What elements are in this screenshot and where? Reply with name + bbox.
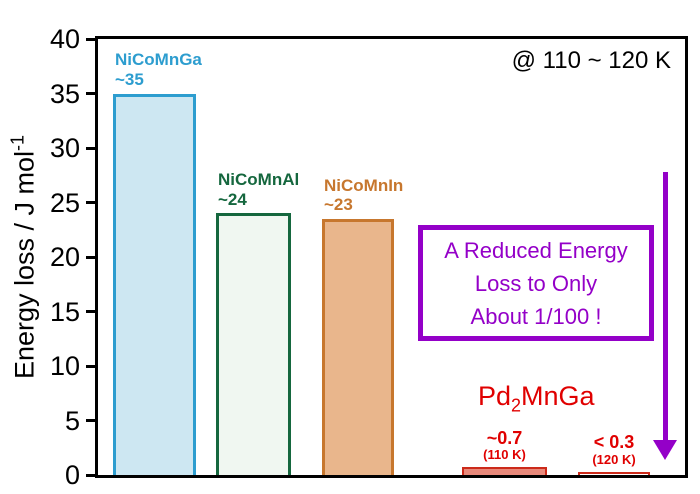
bar-nicomnga <box>113 93 196 475</box>
bar-nicomnal <box>216 213 291 475</box>
pd2mnga-series-label: Pd2MnGa <box>478 381 595 416</box>
y-tick-label-20: 20 <box>49 242 80 272</box>
y-tick-15 <box>86 310 95 313</box>
bar-label-line-2: (120 K) <box>592 451 636 467</box>
bar-label-nicomnin: NiCoMnIn ~23 <box>324 176 403 215</box>
down-arrow-shaft <box>663 172 668 442</box>
y-tick-30 <box>86 146 95 150</box>
pd2mnga-label-post: MnGa <box>521 381 595 411</box>
bar-nicomnin <box>322 218 394 475</box>
callout-line-1: A Reduced Energy <box>444 237 628 263</box>
y-tick-label-10: 10 <box>49 351 80 381</box>
bar-label-nicomnga: NiCoMnGa ~35 <box>115 50 202 89</box>
bar-label-nicomnal: NiCoMnAl ~24 <box>218 170 299 209</box>
y-tick-5 <box>86 419 95 422</box>
reduced-energy-callout-box: A Reduced Energy Loss to Only About 1/10… <box>418 225 654 341</box>
y-tick-10 <box>86 364 95 368</box>
bar-label-pd2mnga-110-k-: ~0.7 (110 K) <box>483 428 526 464</box>
y-tick-label-30: 30 <box>49 133 80 163</box>
y-tick-label-5: 5 <box>64 405 80 436</box>
callout-line-2: Loss to Only <box>474 270 598 296</box>
y-tick-label-25: 25 <box>49 187 80 218</box>
pd2mnga-label-sub: 2 <box>511 395 522 416</box>
bar-label-line-2: ~23 <box>324 195 353 215</box>
y-tick-35 <box>86 92 95 95</box>
bar-label-line-1: ~0.7 <box>486 427 523 448</box>
pd2mnga-label-pre: Pd <box>478 381 512 411</box>
bar-pd2mnga-110-k- <box>462 467 547 475</box>
temperature-annotation: @ 110 ~ 120 K <box>511 47 671 74</box>
y-tick-label-35: 35 <box>49 78 80 109</box>
bar-pd2mnga-120-k- <box>578 471 650 475</box>
bar-label-line-1: NiCoMnGa <box>115 50 202 70</box>
bar-label-line-1: < 0.3 <box>593 432 635 453</box>
bar-label-line-2: ~24 <box>218 189 247 209</box>
y-tick-25 <box>86 201 95 204</box>
bar-label-line-1: NiCoMnIn <box>324 175 404 195</box>
y-tick-20 <box>86 255 95 259</box>
bar-label-line-2: (110 K) <box>483 447 526 463</box>
bar-label-line-2: ~35 <box>115 69 144 89</box>
y-tick-label-0: 0 <box>64 460 80 490</box>
y-tick-label-15: 15 <box>49 296 80 327</box>
y-tick-label-40: 40 <box>49 24 80 54</box>
bar-label-pd2mnga-120-k-: < 0.3 (120 K) <box>592 432 635 468</box>
bar-label-line-1: NiCoMnAl <box>218 170 300 190</box>
y-tick-40 <box>86 37 95 41</box>
down-arrow-head-icon <box>653 440 677 460</box>
y-tick-0 <box>86 473 95 477</box>
y-axis-label-exponent: -1 <box>7 134 28 151</box>
plot-area: @ 110 ~ 120 K A Reduced Energy Loss to O… <box>95 36 688 478</box>
callout-line-3: About 1/100 ! <box>470 303 602 329</box>
